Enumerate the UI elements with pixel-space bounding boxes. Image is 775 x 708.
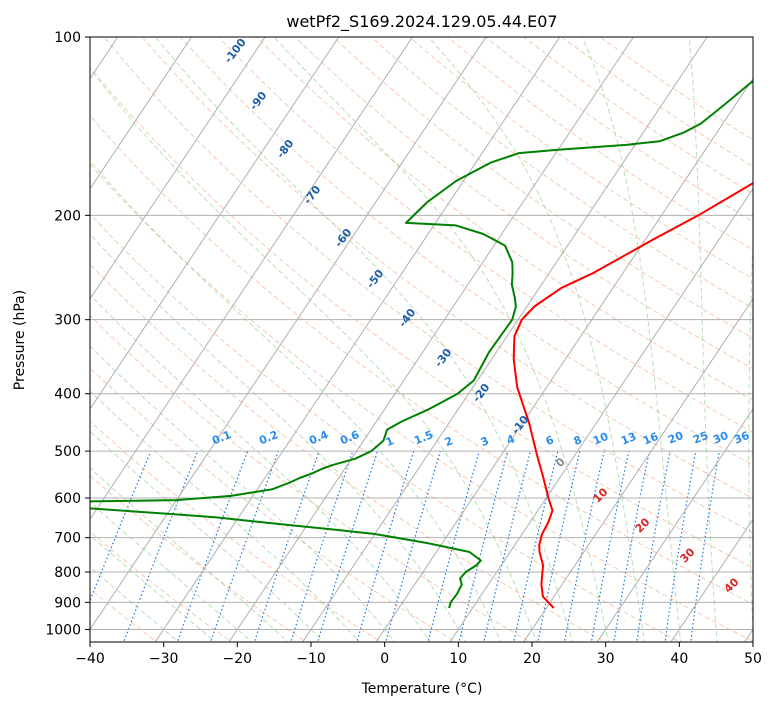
- dry-adiabat-line: [141, 37, 753, 499]
- isotherm-line: [90, 37, 487, 631]
- isotherm-line: [228, 37, 635, 642]
- dry-adiabat-line: [90, 114, 753, 605]
- plot-frame: [89, 36, 754, 643]
- dry-adiabat-line: [256, 37, 753, 401]
- isotherm-line: [523, 297, 753, 642]
- y-tick-label: 700: [54, 531, 81, 547]
- isotherm-line: [596, 408, 753, 642]
- x-tick-label: 10: [449, 651, 467, 667]
- y-tick-label: 400: [54, 387, 81, 403]
- dry-adiabat-line: [90, 367, 457, 642]
- x-tick-label: 50: [744, 651, 762, 667]
- mixing-ratio-line: [253, 450, 320, 642]
- x-tick-label: −30: [149, 651, 179, 667]
- mixing-ratio-line: [317, 450, 379, 642]
- mixing-ratio-label: 20: [666, 429, 685, 447]
- isotherm-line: [302, 37, 708, 642]
- isotherm-line: [154, 37, 561, 642]
- mixing-ratio-line: [613, 450, 650, 642]
- mixing-ratio-line: [176, 450, 249, 642]
- mixing-ratio-line: [385, 450, 441, 642]
- mixing-ratio-label: 10: [591, 430, 610, 448]
- isotherm-line: [90, 37, 340, 410]
- mixing-ratio-line: [209, 450, 279, 642]
- y-tick-label: 800: [54, 565, 81, 581]
- mixing-ratio-label: 3: [479, 434, 491, 449]
- mixing-ratio-label: 25: [691, 429, 710, 447]
- moist-adiabat-line: [90, 467, 289, 642]
- isotherm-line: [670, 518, 753, 642]
- isotherm-line: [449, 187, 753, 642]
- y-tick-label: 600: [54, 491, 81, 507]
- x-tick-label: 0: [380, 651, 389, 667]
- y-tick-label: 900: [54, 595, 81, 611]
- mixing-ratio-label: 8: [572, 433, 584, 448]
- dry-adiabat-line: [90, 66, 753, 569]
- isotherm-line: [375, 77, 753, 642]
- y-tick-label: 100: [54, 30, 81, 46]
- mixing-ratio-line: [427, 450, 480, 642]
- x-tick-label: −10: [296, 651, 326, 667]
- dewpoint-profile-line: [90, 79, 753, 609]
- y-tick-label: 200: [54, 208, 81, 224]
- y-tick-label: 500: [54, 444, 81, 460]
- x-tick-label: 30: [597, 651, 615, 667]
- y-tick-label: 1000: [45, 622, 81, 638]
- isotherm-line: [90, 37, 266, 300]
- y-tick-label: 300: [54, 313, 81, 329]
- isotherm-line: [90, 37, 193, 190]
- mixing-ratio-line: [123, 450, 199, 642]
- mixing-ratio-label: 13: [619, 430, 638, 448]
- temperature-profile-line: [512, 182, 753, 609]
- mixing-ratio-line: [590, 450, 630, 642]
- mixing-ratio-line: [90, 450, 152, 602]
- x-tick-label: −40: [75, 651, 105, 667]
- dry-adiabat-line: [103, 37, 753, 534]
- dry-adiabat-line: [90, 263, 607, 642]
- x-axis-label: Temperature (°C): [361, 681, 483, 697]
- mixing-ratio-label: 36: [732, 429, 751, 447]
- mixing-ratio-line: [290, 450, 354, 642]
- mixing-ratio-label: 1: [384, 434, 396, 449]
- x-tick-label: −20: [223, 651, 253, 667]
- mixing-ratio-label: 30: [711, 429, 730, 447]
- mixing-ratio-line: [563, 450, 605, 642]
- mixing-ratio-line: [537, 450, 581, 642]
- mixing-ratio-line: [483, 450, 532, 642]
- mixing-ratio-line: [356, 450, 415, 642]
- dry-adiabat-line: [294, 37, 753, 370]
- mixing-ratio-label: 16: [641, 430, 660, 448]
- moist-adiabat-line: [90, 345, 396, 642]
- x-tick-label: 20: [523, 651, 541, 667]
- mixing-ratio-label: 2: [443, 434, 455, 449]
- moist-adiabat-line: [90, 159, 502, 642]
- y-axis-label: Pressure (hPa): [12, 290, 28, 390]
- isotherm-line: [90, 37, 414, 521]
- chart-title: wetPf2_S169.2024.129.05.44.E07: [286, 12, 557, 32]
- x-tick-label: 40: [670, 651, 688, 667]
